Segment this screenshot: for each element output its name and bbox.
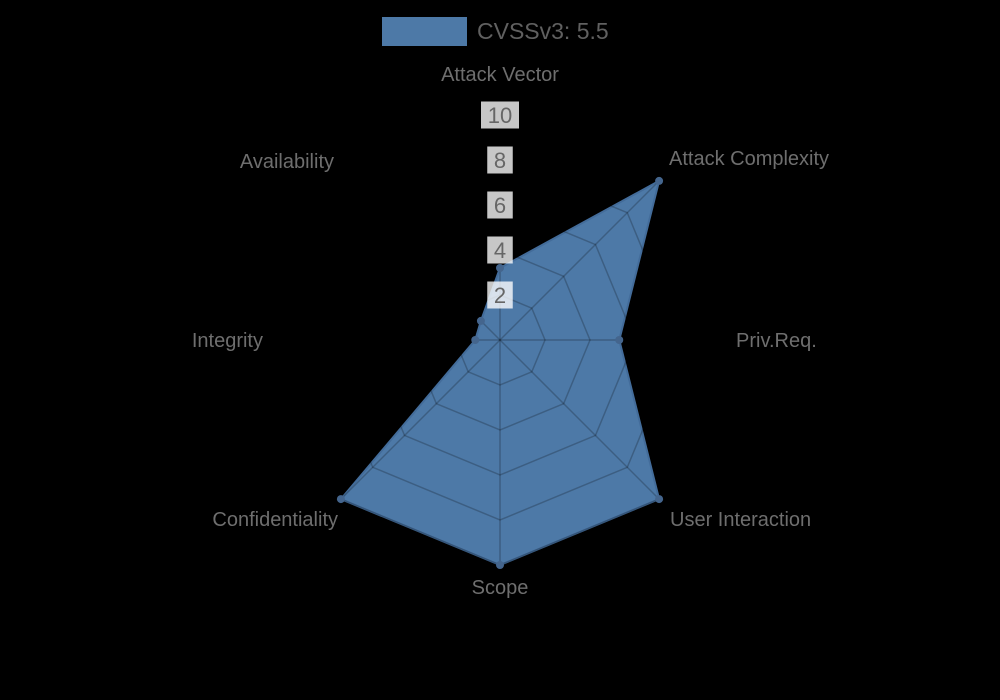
tick-backdrop-8: [487, 146, 513, 174]
radar-points-layer: [336, 176, 664, 569]
axis-spoke-attack-complexity: [499, 180, 660, 341]
grid-ring-8: [319, 159, 681, 521]
data-point-user-interaction: [655, 495, 664, 504]
axis-label-confidentiality: Confidentiality: [212, 509, 338, 531]
axis-spoke-availability: [340, 180, 501, 341]
data-point-attack-vector: [496, 264, 504, 272]
axis-label-integrity: Integrity: [192, 330, 263, 352]
tick-label-4: 4: [494, 238, 506, 263]
axis-label-scope: Scope: [472, 577, 529, 599]
legend: CVSSv3: 5.5: [382, 15, 609, 47]
axis-label-attack-complexity: Attack Complexity: [669, 148, 829, 170]
axis-spoke-confidentiality: [340, 339, 501, 500]
data-point-attack-complexity: [655, 176, 664, 185]
data-point-scope: [496, 561, 504, 569]
tick-backdrop-10: [481, 101, 519, 129]
tick-label-8: 8: [494, 148, 506, 173]
data-point-availability: [476, 316, 485, 325]
axis-label-priv-req: Priv.Req.: [736, 330, 817, 352]
tick-label-2: 2: [494, 283, 506, 308]
radar-tick-layer: 2 4 6 8 10: [481, 101, 519, 309]
axis-label-availability: Availability: [240, 151, 334, 173]
axis-label-user-interaction: User Interaction: [670, 509, 811, 531]
tick-label-6: 6: [494, 193, 506, 218]
data-point-integrity: [471, 336, 480, 344]
data-point-priv-req: [615, 336, 624, 344]
tick-backdrop-6: [487, 191, 513, 219]
radar-axis-labels: Attack Vector Attack Complexity Priv.Req. U…: [192, 64, 829, 599]
tick-label-10: 10: [488, 103, 512, 128]
data-point-confidentiality: [336, 495, 345, 504]
axis-label-attack-vector: Attack Vector: [441, 64, 559, 86]
axis-spoke-user-interaction: [499, 339, 660, 500]
tick-backdrop-2: [487, 281, 513, 309]
legend-label: CVSSv3: 5.5: [477, 17, 609, 44]
grid-ring-4: [409, 249, 591, 431]
grid-ring-6: [364, 204, 636, 476]
grid-ring-2: [454, 294, 546, 386]
tick-backdrop-4: [487, 236, 513, 264]
legend-swatch: [382, 16, 467, 46]
